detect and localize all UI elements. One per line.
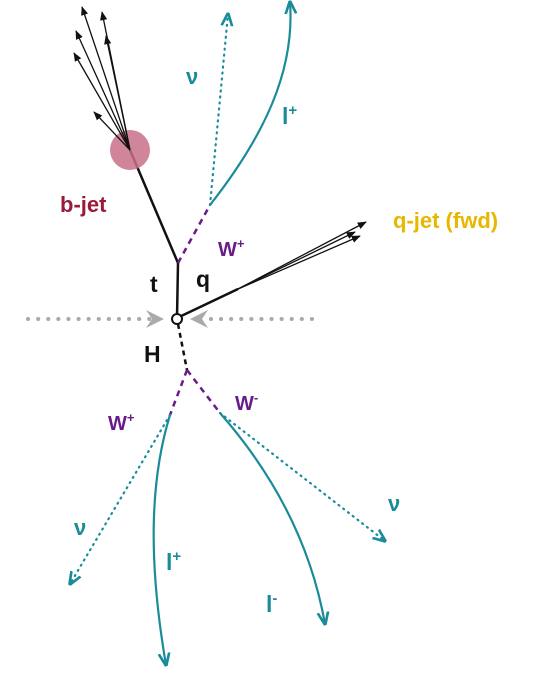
w-plus-bottom-line [168, 369, 189, 416]
higgs-label: H [144, 341, 161, 367]
beam-right [190, 310, 314, 328]
neutrino-top-line [208, 14, 228, 207]
w-minus-line [186, 369, 221, 414]
b-jet-line [128, 149, 180, 264]
w-minus-label: W- [235, 390, 258, 415]
production-vertex [171, 313, 183, 325]
lepton-minus-line [219, 412, 325, 624]
q-jet-line [176, 287, 239, 320]
beam-left [26, 310, 164, 328]
lepton-plus-top-line [209, 2, 291, 206]
w-plus-top-label: W+ [218, 236, 245, 261]
neutrino-right-line [218, 411, 385, 541]
lepton-plus-top-label: l+ [282, 102, 297, 129]
w-plus-top-line [176, 204, 212, 264]
neutrino-right-label: ν [388, 491, 400, 516]
quark-label: q [196, 266, 210, 292]
b-jet-tracks [73, 6, 131, 151]
neutrino-left-line [70, 413, 172, 584]
lepton-minus-label: l- [266, 590, 277, 617]
q-jet-label: q-jet (fwd) [393, 208, 498, 233]
top-quark-label: t [150, 271, 158, 297]
neutrino-left-label: ν [74, 515, 86, 540]
lepton-plus-bottom-label: l+ [166, 548, 181, 575]
top-quark-line [175, 262, 180, 319]
b-jet-label: b-jet [60, 192, 107, 217]
lepton-plus-bottom-line [152, 414, 172, 665]
q-jet-tracks [237, 221, 367, 290]
w-plus-bottom-label: W+ [108, 410, 135, 435]
neutrino-top-label: ν [186, 64, 198, 89]
higgs-line [176, 323, 189, 371]
